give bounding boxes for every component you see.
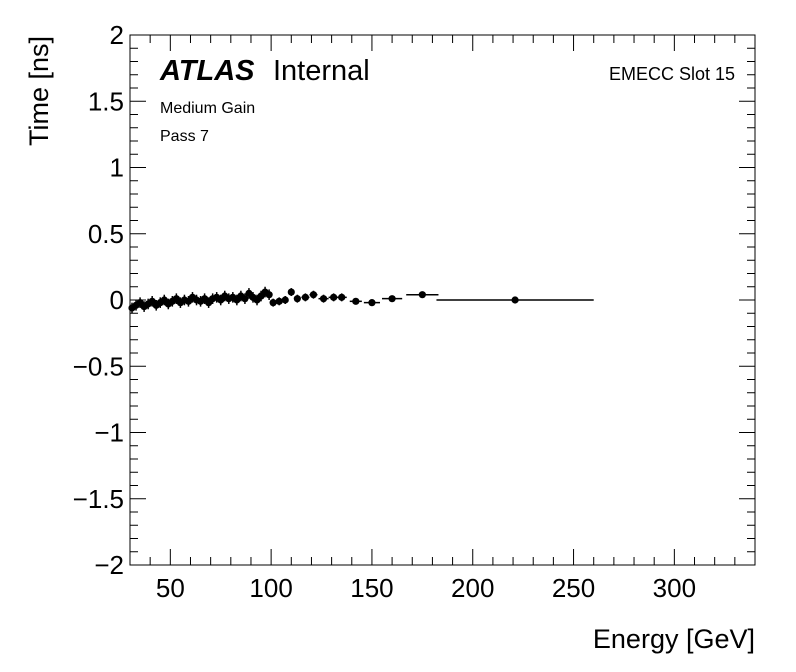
x-tick-label: 150 [350, 573, 393, 603]
data-point [241, 295, 249, 303]
data-point [418, 291, 426, 299]
y-tick-label: 1.5 [88, 86, 124, 116]
y-tick-label: 1 [110, 153, 124, 183]
y-tick-label: −0.5 [73, 351, 124, 381]
y-tick-label: −1 [94, 418, 124, 448]
data-point [368, 299, 376, 307]
x-tick-label: 50 [156, 573, 185, 603]
tick-labels: 50 100 150 200 250 300 −2 −1.5 −1 −0.5 0 0.5 1 1.5 2 [73, 20, 696, 603]
axis-ticks [129, 34, 756, 566]
x-tick-label: 100 [249, 573, 292, 603]
gain-label: Medium Gain [160, 100, 255, 117]
data-point [281, 296, 289, 304]
data-point [293, 295, 301, 303]
slot-label: EMECC Slot 15 [609, 64, 735, 84]
y-tick-label: −1.5 [73, 484, 124, 514]
data-markers [128, 288, 519, 312]
data-point [275, 297, 283, 305]
y-tick-label: 0.5 [88, 219, 124, 249]
data-point [352, 297, 360, 305]
x-axis-label: Energy [GeV] [593, 624, 755, 654]
x-tick-label: 300 [653, 573, 696, 603]
x-tick-label: 200 [451, 573, 494, 603]
data-point [287, 288, 295, 296]
data-point [511, 296, 519, 304]
y-tick-label: 0 [110, 285, 124, 315]
atlas-label: ATLAS [159, 55, 255, 87]
y-tick-label: 2 [110, 20, 124, 50]
data-point [265, 291, 273, 299]
y-axis-label: Time [ns] [24, 36, 54, 146]
data-point [388, 295, 396, 303]
pass-label: Pass 7 [160, 128, 209, 145]
data-point [338, 293, 346, 301]
y-tick-label: −2 [94, 550, 124, 580]
x-tick-label: 250 [552, 573, 595, 603]
data-point [330, 293, 338, 301]
data-point [269, 299, 277, 307]
data-point [301, 293, 310, 301]
data-point [319, 295, 328, 303]
internal-label: Internal [273, 55, 370, 87]
data-point [309, 291, 318, 299]
